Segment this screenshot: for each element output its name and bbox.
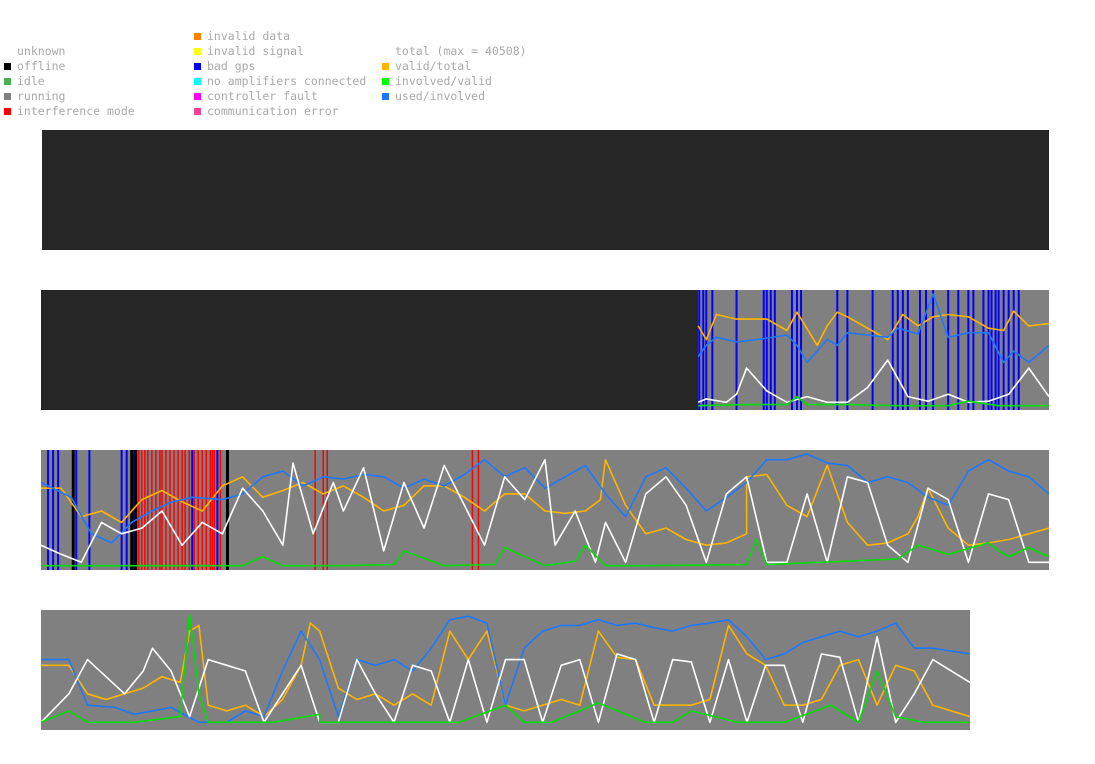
- chart-panel-4: [41, 610, 970, 730]
- legend-label: interference mode: [17, 104, 135, 118]
- legend-swatch: [4, 93, 11, 100]
- legend-item-errors: invalid data: [194, 29, 366, 44]
- legend-ratios: total (max = 40508) valid/total involved/v…: [382, 44, 527, 104]
- legend-item-status: offline: [4, 59, 135, 74]
- legend-item-errors: communication error: [194, 104, 366, 119]
- series-line-used-involved: [697, 293, 1049, 364]
- legend-swatch: [194, 63, 201, 70]
- legend-label: no amplifiers connected: [207, 74, 367, 88]
- legend-item-status: interference mode: [4, 104, 135, 119]
- legend-item-errors: no amplifiers connected: [194, 74, 366, 89]
- legend-label: bad gps: [207, 59, 256, 73]
- status-segment-unknown: [42, 130, 1049, 250]
- legend-label: offline: [17, 59, 66, 73]
- series-line-used-involved: [41, 453, 1049, 544]
- chart-panel-1: [42, 130, 1049, 250]
- chart-panel-3: [41, 450, 1049, 570]
- legend-status: unknown offline idle running interference mo…: [4, 44, 135, 119]
- legend-swatch: [194, 108, 201, 115]
- legend-item-status: running: [4, 89, 135, 104]
- series-line-involved-valid: [698, 395, 1049, 407]
- legend-item-status: unknown: [4, 44, 135, 59]
- legend-swatch: [194, 93, 201, 100]
- legend-item-status: idle: [4, 74, 135, 89]
- legend-swatch: [194, 48, 201, 55]
- series-line-valid-total: [41, 622, 970, 718]
- series-line-total: [41, 458, 1049, 564]
- legend-errors: invalid data invalid signal bad gps no ampl…: [194, 29, 366, 119]
- status-segment-unknown: [41, 290, 699, 410]
- legend-swatch: [382, 48, 389, 55]
- legend-item-errors: invalid signal: [194, 44, 366, 59]
- series-line-valid-total: [697, 310, 1049, 347]
- series-line-total: [697, 359, 1049, 404]
- legend-item-errors: controller fault: [194, 89, 366, 104]
- legend-label: unknown: [17, 44, 66, 58]
- series-line-involved-valid: [41, 613, 970, 724]
- chart-panel-2: [41, 290, 1049, 410]
- legend-label: idle: [17, 74, 45, 88]
- legend-swatch: [4, 48, 11, 55]
- legend-label: controller fault: [207, 89, 318, 103]
- legend-label: valid/total: [395, 59, 472, 73]
- legend-item-errors: bad gps: [194, 59, 366, 74]
- legend-swatch: [382, 63, 389, 70]
- legend-swatch: [4, 63, 11, 70]
- legend-item-ratios: involved/valid: [382, 74, 527, 89]
- legend-swatch: [4, 78, 11, 85]
- legend-label: involved/valid: [395, 74, 492, 88]
- status-segment-running: [698, 290, 1049, 410]
- series-line-total: [41, 635, 970, 724]
- legend-label: communication error: [207, 104, 339, 118]
- legend-swatch: [382, 78, 389, 85]
- legend-swatch: [382, 93, 389, 100]
- legend-label: invalid signal: [207, 44, 304, 58]
- legend-item-ratios: valid/total: [382, 59, 527, 74]
- legend-swatch: [4, 108, 11, 115]
- legend-item-ratios: total (max = 40508): [382, 44, 527, 59]
- legend-label: used/involved: [395, 89, 486, 103]
- series-line-involved-valid: [41, 538, 1049, 567]
- legend-item-ratios: used/involved: [382, 89, 527, 104]
- legend-label: total (max = 40508): [395, 44, 527, 58]
- series-line-used-involved: [41, 615, 970, 724]
- legend-swatch: [194, 33, 201, 40]
- legend-label: invalid data: [207, 29, 291, 43]
- legend-label: running: [17, 89, 66, 103]
- legend-swatch: [194, 78, 201, 85]
